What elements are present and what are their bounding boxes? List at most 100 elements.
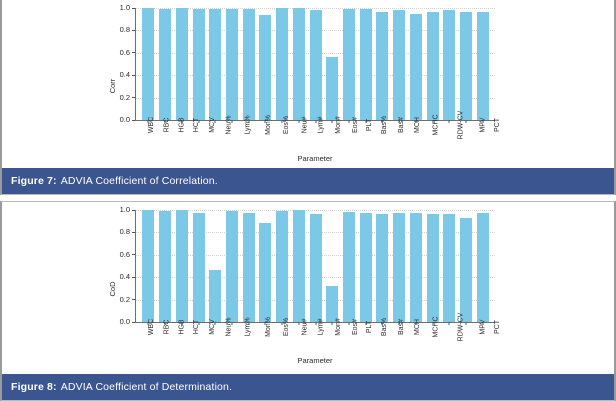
chart-8-x-axis-title: Parameter	[297, 356, 333, 365]
bar	[175, 8, 188, 120]
figure-block-7: Corr 0.0 0.2 0.4 0.6 0.8 1.0 WBC RBC HGB HCT MCV N…	[0, 0, 616, 195]
bar-slot	[274, 210, 291, 325]
bar-slot	[307, 8, 324, 123]
bar	[242, 9, 255, 120]
x-tick-mark	[264, 120, 266, 123]
bar	[476, 213, 489, 322]
chart-7-y-tick-label: 1.0	[119, 3, 130, 12]
x-tick-mark	[281, 322, 283, 325]
x-tick-mark	[147, 322, 149, 325]
chart-7-y-tick-label: 0.8	[119, 25, 130, 35]
chart-7-y-axis-line	[135, 8, 136, 120]
x-tick-mark	[248, 120, 250, 123]
bar-slot	[391, 210, 408, 325]
bar-slot	[441, 8, 458, 123]
bar	[376, 214, 389, 322]
x-tick-mark	[348, 120, 350, 123]
bar-slot	[140, 8, 157, 123]
figure-7-caption-text: ADVIA Coefficient of Correlation.	[60, 175, 218, 187]
x-tick-mark	[298, 322, 300, 325]
bar-slot	[240, 210, 257, 325]
chart-7-y-tick-mark	[132, 119, 135, 121]
bar	[276, 8, 289, 120]
bar-slot	[157, 8, 174, 123]
bar-slot	[424, 210, 441, 325]
bar-slot	[357, 210, 374, 325]
bar	[443, 10, 456, 120]
chart-8-y-tick-mark	[132, 254, 135, 256]
bar	[376, 12, 389, 120]
chart-8-x-axis-line	[135, 322, 495, 323]
bar	[309, 214, 322, 322]
bar-slot	[341, 210, 358, 325]
bar-slot	[341, 8, 358, 123]
bar	[175, 210, 188, 322]
chart-8-y-tick-mark	[132, 209, 135, 211]
x-tick-mark	[482, 322, 484, 325]
x-tick-mark	[198, 322, 200, 325]
chart-advia-determination: CoD 0.0 0.2 0.4 0.6 0.8 1.0 WBC RBC HGB HCT MCV Ne…	[108, 205, 501, 368]
bar-slot	[357, 8, 374, 123]
figure-7-caption: Figure 7: ADVIA Coefficient of Correlati…	[2, 168, 614, 194]
chart-7-gridline	[135, 8, 495, 9]
bar	[142, 8, 155, 120]
figure-block-8: CoD 0.0 0.2 0.4 0.6 0.8 1.0 WBC RBC HGB HCT MCV Ne…	[0, 201, 616, 401]
x-axis-label-slot: WBC	[140, 319, 156, 356]
bar	[259, 223, 272, 322]
bar-slot	[408, 210, 425, 325]
bar-slot	[190, 8, 207, 123]
x-tick-mark	[214, 322, 216, 325]
x-tick-mark	[315, 322, 317, 325]
figure-8-caption-text: ADVIA Coefficient of Determination.	[60, 381, 233, 393]
bar-slot	[474, 8, 491, 123]
x-tick-mark	[181, 322, 183, 325]
bar	[359, 213, 372, 322]
x-tick-mark	[381, 120, 383, 123]
bar	[292, 210, 305, 322]
x-tick-mark	[381, 322, 383, 325]
bar	[476, 12, 489, 120]
bar	[359, 9, 372, 120]
bar	[393, 213, 406, 322]
x-axis-label-slot: WBC	[140, 117, 156, 154]
bar-slot	[408, 8, 425, 123]
bar-slot	[207, 8, 224, 123]
x-tick-mark	[448, 322, 450, 325]
bar-slot	[441, 210, 458, 325]
figure-8-caption: Figure 8: ADVIA Coefficient of Determina…	[2, 374, 614, 400]
figure-7-plot-area: Corr 0.0 0.2 0.4 0.6 0.8 1.0 WBC RBC HGB HCT MCV N…	[2, 0, 616, 168]
bar	[159, 9, 172, 120]
x-tick-mark	[231, 322, 233, 325]
chart-7-y-tick-label: 0.2	[119, 92, 130, 102]
bar	[259, 14, 272, 120]
bar	[292, 8, 305, 120]
bar	[342, 212, 355, 322]
bar	[225, 211, 238, 322]
bar	[242, 213, 255, 322]
bar	[426, 214, 439, 322]
x-tick-mark	[432, 120, 434, 123]
chart-8-y-tick-mark	[132, 321, 135, 323]
bar-slot	[290, 8, 307, 123]
bar-slot	[424, 8, 441, 123]
bar	[342, 9, 355, 120]
bar	[192, 9, 205, 120]
x-tick-mark	[231, 120, 233, 123]
x-tick-mark	[298, 120, 300, 123]
x-tick-mark	[448, 120, 450, 123]
x-tick-mark	[164, 120, 166, 123]
chart-8-gridline	[135, 210, 495, 211]
bar-slot	[374, 8, 391, 123]
chart-8-y-tick-label: 1.0	[119, 205, 130, 214]
x-tick-mark	[365, 322, 367, 325]
x-tick-mark	[181, 120, 183, 123]
bar-slot	[274, 8, 291, 123]
bar	[276, 211, 289, 322]
bar	[393, 10, 406, 120]
bar	[142, 210, 155, 322]
x-tick-mark	[164, 322, 166, 325]
bar	[309, 10, 322, 120]
chart-7-bars	[136, 8, 495, 123]
bar	[443, 214, 456, 322]
x-tick-mark	[264, 322, 266, 325]
